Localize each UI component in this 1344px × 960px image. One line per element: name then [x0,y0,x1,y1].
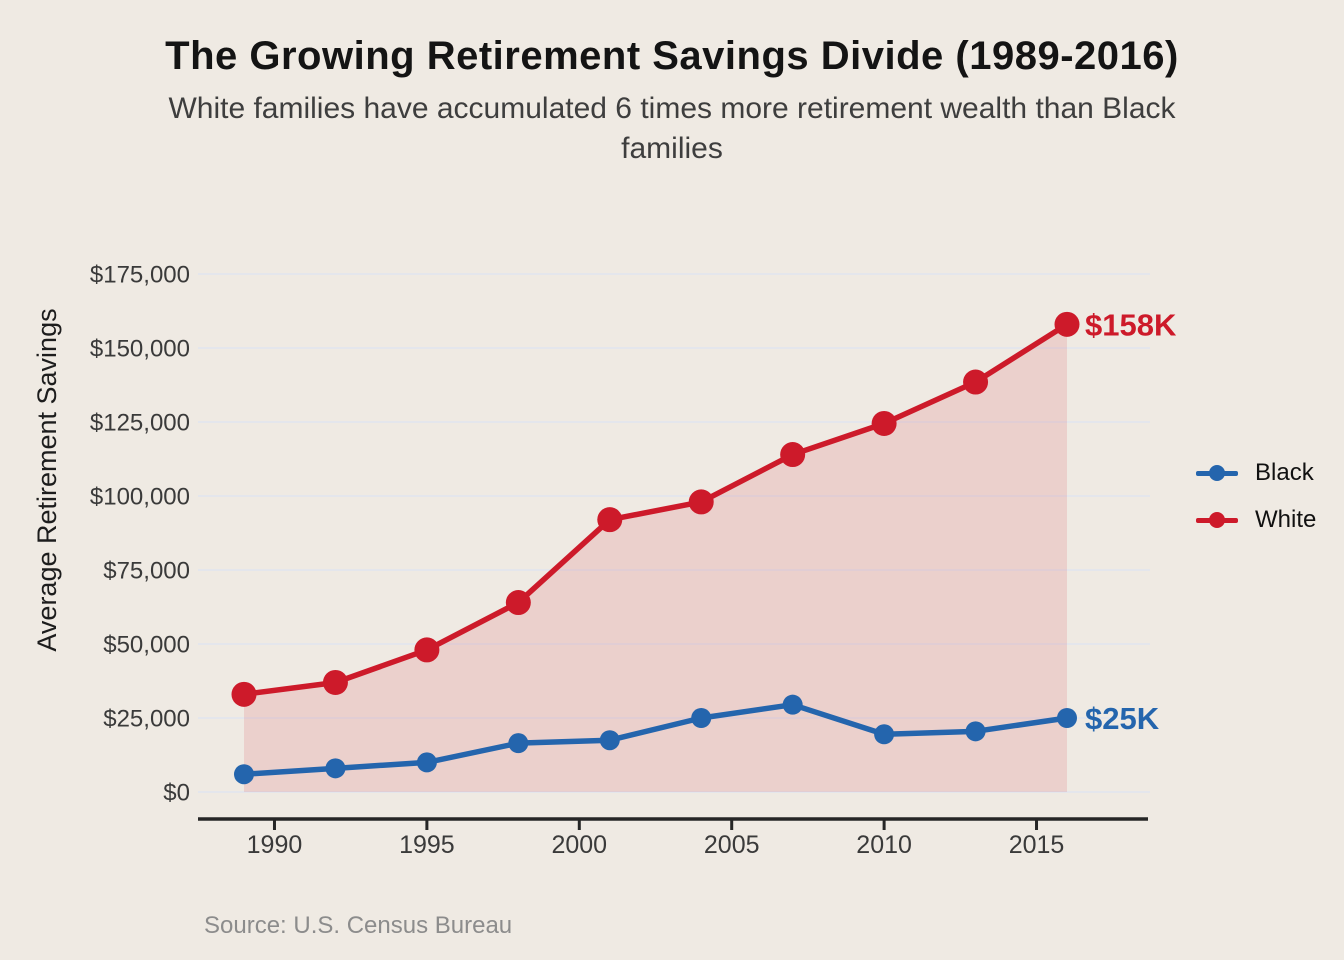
black-series-line [241,701,1070,777]
y-tick-label: $125,000 [90,410,190,437]
white-series-legend-marker-icon [1196,505,1238,535]
source-note: Source: U.S. Census Bureau [204,912,513,939]
x-tick-label: 1995 [399,831,455,859]
y-tick-label: $150,000 [90,336,190,363]
white-series-point [780,442,806,468]
black-series-point [508,733,529,754]
y-tick-label: $100,000 [90,484,190,511]
legend: Black White [1196,458,1316,552]
white-series-point [597,507,623,533]
white-series-point [231,681,257,707]
black-series-point [325,758,346,779]
black-series-point [234,764,254,785]
white-series-point [414,637,440,663]
white-series-line [241,321,1070,698]
white-series-point [505,590,531,616]
white-series-point [871,410,897,436]
legend-label-white: White [1255,506,1317,533]
y-tick-label: $175,000 [90,262,190,289]
white-series-point [322,669,348,695]
white-series-area [244,324,1067,792]
y-axis-title: Average Retirement Savings [32,308,62,652]
black-series-point [965,721,986,742]
black-series-legend-marker-icon [1196,458,1238,488]
x-tick-label: 2000 [551,831,607,859]
chart-subtitle: White families have accumulated 6 times … [168,92,1176,165]
legend-item-white: White [1196,505,1316,535]
white-series-point [963,369,989,395]
legend-label-black: Black [1255,459,1314,486]
chart-header: The Growing Retirement Savings Divide (1… [0,0,1344,169]
x-tick-label: 2015 [1009,831,1065,859]
black-series-point [782,694,803,715]
x-tick-label: 2010 [856,831,912,859]
white-series-point [688,489,714,515]
black-series-point [691,708,712,728]
x-tick-label: 1990 [247,831,303,859]
white-end-value-annotation: $158K [1085,307,1177,342]
x-tick-label: 2005 [704,831,760,859]
y-tick-label: $25,000 [103,706,190,733]
y-tick-label: $75,000 [103,558,190,585]
black-end-value-annotation: $25K [1085,701,1160,736]
black-series-point [874,724,895,745]
black-series-point [1057,708,1077,728]
black-series-point [599,730,620,751]
chart-title: The Growing Retirement Savings Divide (1… [165,34,1179,78]
white-series-point [1054,311,1080,337]
y-tick-label: $0 [163,780,190,807]
legend-item-black: Black [1196,458,1316,488]
black-series-point [416,752,437,773]
y-tick-label: $50,000 [103,632,190,659]
